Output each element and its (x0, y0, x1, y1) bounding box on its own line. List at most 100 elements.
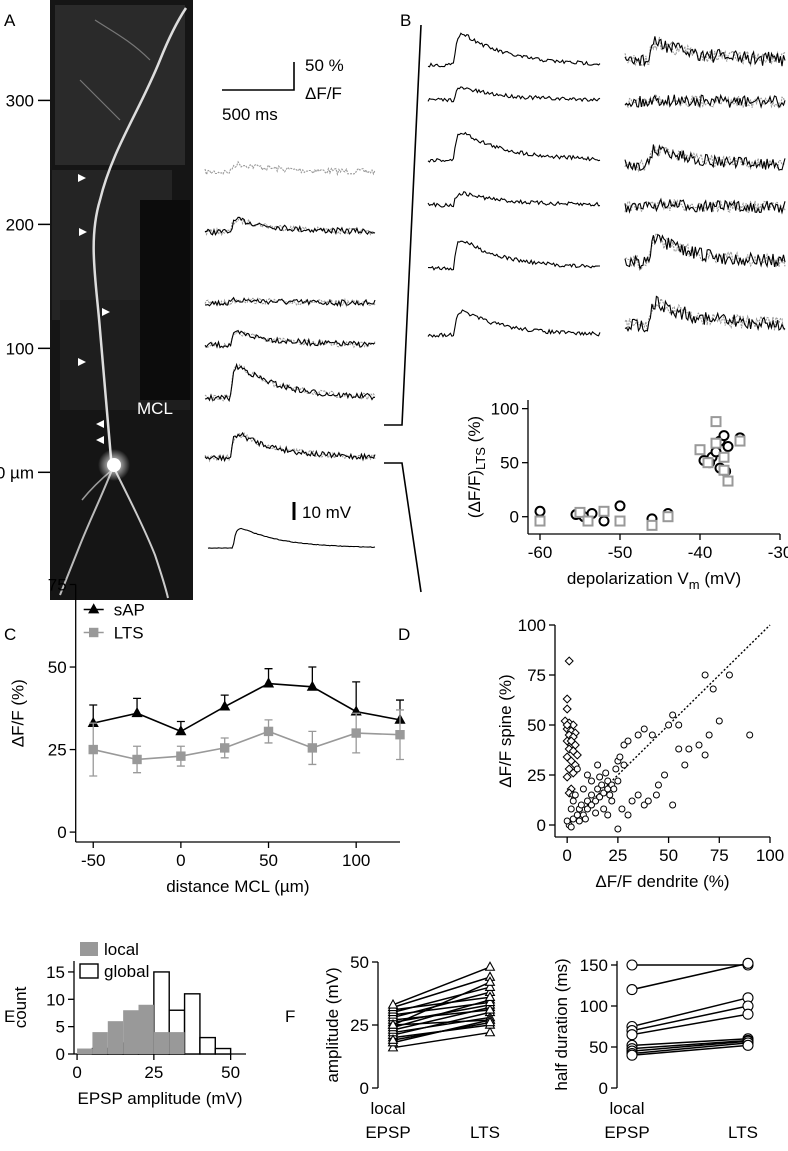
axis-label: half duration (ms) (552, 958, 571, 1090)
point (614, 500, 626, 512)
point (722, 440, 734, 452)
point (626, 1029, 638, 1041)
axis-label: depolarization Vm (mV) (567, 569, 741, 592)
x-tick-label: 25 (608, 846, 627, 865)
point (484, 1003, 496, 1014)
point (742, 957, 754, 969)
point (577, 801, 585, 809)
x-tick-label: 100 (756, 846, 784, 865)
point (562, 694, 572, 704)
hist-bar (153, 1032, 170, 1054)
axis-label: ΔF/F dendrite (%) (595, 872, 729, 891)
point (614, 515, 626, 527)
identity-line (566, 624, 771, 826)
trace (204, 431, 376, 463)
trace (624, 233, 786, 271)
point (581, 815, 589, 823)
panel-label: D (398, 625, 410, 644)
point (592, 797, 600, 805)
y-tick-label: 25 (350, 1016, 369, 1035)
hist-bar (77, 1048, 93, 1054)
point (710, 416, 722, 428)
y-tick-label: 0 (56, 1045, 65, 1064)
point (652, 791, 660, 799)
pair-line (392, 1031, 491, 1049)
y-tick-label: 0 (57, 823, 66, 842)
point (588, 801, 596, 809)
panel-label: C (4, 625, 16, 644)
axis-label-unit: (%) (465, 416, 484, 447)
x-tick-label: -30 (768, 543, 788, 562)
scale-label: 10 mV (302, 503, 352, 522)
point (695, 741, 703, 749)
pair-line (392, 1011, 491, 1036)
trace (624, 36, 786, 68)
point (484, 991, 496, 1002)
point (640, 801, 648, 809)
hist-bar (214, 1047, 232, 1055)
point (634, 731, 642, 739)
pair-line (631, 1044, 749, 1056)
point (644, 797, 652, 805)
point (620, 761, 628, 769)
trace (427, 131, 601, 163)
y-tick-label: 100 (580, 997, 608, 1016)
pair-line (392, 1021, 491, 1041)
point (694, 444, 706, 456)
trace (427, 191, 601, 208)
point (88, 627, 99, 638)
pair-line (392, 966, 491, 1006)
point (588, 777, 596, 785)
point (562, 704, 572, 714)
trace (624, 295, 786, 333)
category-label: LTS (728, 1123, 758, 1142)
pair-line (631, 1040, 749, 1052)
category-label: local EPSP (365, 1099, 411, 1142)
point (567, 805, 575, 813)
hist-bar (107, 1021, 124, 1054)
point (618, 805, 626, 813)
axis-label: EPSP amplitude (mV) (77, 1089, 242, 1108)
point (661, 771, 669, 779)
point (718, 464, 730, 476)
point (634, 791, 642, 799)
point (602, 769, 610, 777)
hist-bar (123, 1010, 139, 1054)
y-tick-label: 75 (527, 666, 546, 685)
y-tick-label: 50 (48, 658, 67, 677)
scale-label: ΔF/F (305, 84, 342, 103)
point (262, 677, 275, 688)
category-label: local EPSP (604, 1099, 650, 1142)
point (583, 771, 591, 779)
point (626, 1049, 638, 1061)
point (566, 736, 576, 746)
pair-line (392, 1016, 491, 1034)
trace (624, 198, 786, 214)
panel-label: F (285, 1007, 295, 1026)
x-tick-label: 25 (144, 1063, 163, 1082)
pair-line (392, 1004, 491, 1024)
x-tick-label: 0 (562, 846, 571, 865)
axis-label: count (11, 986, 30, 1028)
y-tick-label: 5 (56, 1018, 65, 1037)
trace (204, 216, 376, 237)
point (702, 457, 714, 469)
x-tick-label: 50 (221, 1063, 240, 1082)
axis-label: ΔF/F (%) (9, 679, 28, 747)
point (598, 781, 606, 789)
trace (427, 32, 601, 68)
panel-label: A (4, 11, 16, 30)
panel-label: B (400, 11, 411, 30)
hist-bar (92, 1032, 108, 1054)
point (662, 511, 674, 523)
point (596, 793, 604, 801)
trace (207, 527, 376, 549)
point (718, 430, 730, 442)
trace (204, 330, 376, 349)
series-line (93, 682, 401, 733)
pair-line (631, 1013, 749, 1036)
point (583, 797, 591, 805)
y-tick-label: 50 (527, 716, 546, 735)
point (598, 515, 610, 527)
legend-label: global (104, 962, 149, 981)
